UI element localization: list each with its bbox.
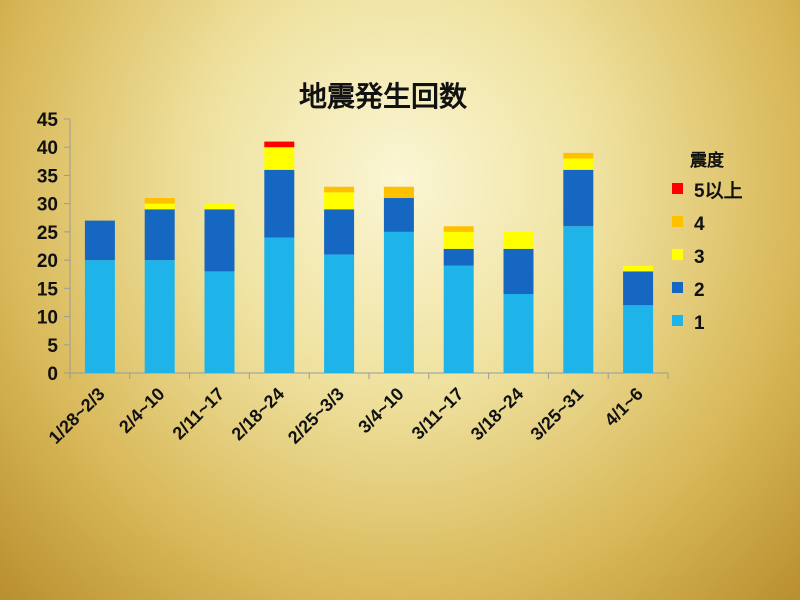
bar-segment-4/1~6-intensity-1	[623, 305, 654, 373]
bar-segment-3/25~31-intensity-4	[563, 152, 594, 159]
bar-segment-2/25~3/3-intensity-1	[324, 254, 355, 373]
bar-segment-2/25~3/3-intensity-2	[324, 209, 355, 255]
bar-segment-2/4~10-intensity-4	[144, 198, 175, 204]
legend: 震度 5以上 4 3 2 1	[672, 150, 743, 334]
bar-segment-2/4~10-intensity-1	[144, 260, 175, 373]
bar-segment-2/25~3/3-intensity-3	[324, 192, 355, 210]
legend-swatch-2	[672, 282, 683, 293]
x-tick-label: 1/28~2/3	[45, 384, 109, 448]
bar-segment-3/18~24-intensity-1	[503, 293, 534, 373]
bar-segment-3/25~31-intensity-3	[563, 158, 594, 170]
bar-segment-3/11~17-intensity-3	[443, 231, 474, 249]
y-tick-label: 10	[37, 308, 58, 329]
x-tick-label: 3/18~24	[467, 384, 528, 445]
bar-segment-2/11~17-intensity-1	[204, 271, 235, 373]
legend-swatch-3	[672, 249, 683, 260]
legend-label-2: 2	[694, 280, 705, 301]
bar-segment-4/1~6-intensity-3	[623, 265, 654, 272]
x-tick-label: 3/4~10	[354, 384, 407, 437]
y-tick-label: 40	[37, 138, 58, 159]
legend-swatch-4	[672, 216, 683, 227]
legend-swatch-1	[672, 315, 683, 326]
bar-segment-1/28~2/3-intensity-2	[84, 220, 115, 261]
bar-segment-2/18~24-intensity-3	[264, 147, 295, 170]
x-tick-label: 2/18~24	[228, 384, 289, 445]
bar-segment-4/1~6-intensity-2	[623, 271, 654, 306]
legend-label-4: 4	[694, 214, 705, 235]
y-tick-label: 0	[47, 364, 58, 385]
x-tick-label: 4/1~6	[601, 384, 647, 430]
legend-swatch-5以上	[672, 183, 683, 194]
bar-segment-3/18~24-intensity-2	[503, 248, 534, 294]
bar-segment-2/25~3/3-intensity-4	[324, 186, 355, 193]
bar-segment-2/18~24-intensity-1	[264, 237, 295, 373]
y-tick-label: 30	[37, 195, 58, 216]
bar-segment-2/11~17-intensity-2	[204, 209, 235, 272]
x-tick-label: 2/25~3/3	[284, 384, 348, 448]
y-tick-label: 15	[37, 279, 59, 300]
y-tick-label: 5	[47, 336, 58, 357]
bar-segment-3/11~17-intensity-2	[443, 248, 474, 266]
legend-title: 震度	[689, 150, 725, 170]
y-tick-label: 20	[37, 251, 58, 272]
x-tick-label: 3/25~31	[527, 384, 588, 445]
x-tick-label: 3/11~17	[408, 384, 468, 444]
legend-label-5以上: 5以上	[694, 180, 743, 202]
bar-segment-2/4~10-intensity-3	[144, 203, 175, 210]
bar-segment-2/11~17-intensity-3	[204, 203, 235, 210]
y-tick-label: 25	[37, 223, 59, 244]
legend-label-1: 1	[694, 313, 705, 334]
bar-segment-2/18~24-intensity-2	[264, 169, 295, 238]
x-tick-label: 2/11~17	[169, 384, 229, 444]
bar-segment-3/25~31-intensity-1	[563, 226, 594, 373]
x-tick-label: 2/4~10	[115, 384, 168, 437]
bar-segment-3/4~10-intensity-2	[383, 198, 414, 232]
bar-segment-2/18~24-intensity-5以上	[264, 141, 295, 148]
bar-segment-2/4~10-intensity-2	[144, 209, 175, 261]
bar-segment-3/4~10-intensity-1	[383, 231, 414, 373]
y-tick-label: 35	[37, 166, 59, 187]
bar-segment-3/25~31-intensity-2	[563, 169, 594, 227]
chart-title: 地震発生回数	[299, 81, 468, 112]
bar-segment-3/4~10-intensity-4	[383, 186, 414, 199]
bar-segment-3/18~24-intensity-3	[503, 231, 534, 249]
bar-segment-3/11~17-intensity-4	[443, 226, 474, 232]
bar-segment-3/11~17-intensity-1	[443, 265, 474, 373]
legend-label-3: 3	[694, 247, 705, 268]
y-tick-label: 45	[37, 110, 59, 131]
bar-segment-1/28~2/3-intensity-1	[84, 260, 115, 373]
